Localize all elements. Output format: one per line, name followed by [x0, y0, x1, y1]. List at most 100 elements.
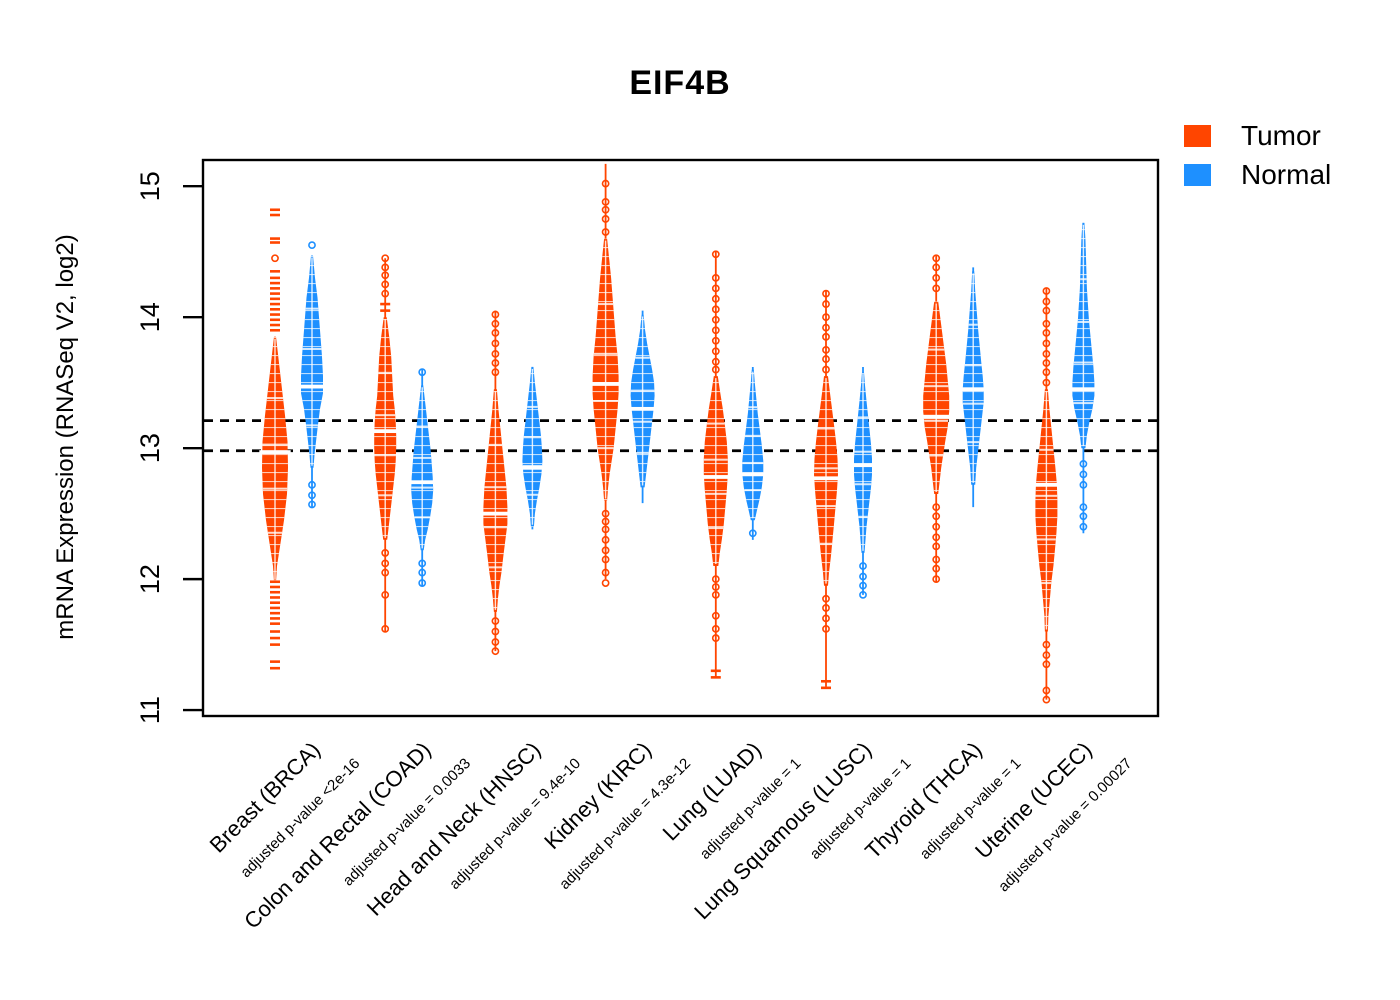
outlier-ring: [932, 542, 941, 551]
violin-group0-normal: [298, 241, 326, 509]
outlier-ring: [822, 289, 830, 298]
outlier-dash: [270, 313, 280, 316]
violin-group5-normal: [851, 366, 875, 599]
outlier-ring: [601, 535, 610, 544]
outlier-dash: [270, 323, 280, 327]
violin-group5-tumor: [811, 289, 841, 690]
outlier-ring: [418, 579, 427, 587]
outlier-ring: [932, 564, 941, 573]
outlier-ring: [381, 559, 390, 568]
outlier-ring: [491, 328, 500, 337]
outlier-ring: [1042, 319, 1051, 328]
outlier-dash: [270, 270, 280, 273]
median-line: [811, 476, 841, 481]
median-line: [959, 387, 987, 392]
outlier-ring: [711, 326, 720, 335]
outlier-ring: [491, 638, 500, 646]
outlier-ring: [711, 624, 720, 633]
outlier-ring: [418, 368, 427, 377]
outlier-ring: [932, 503, 941, 511]
median-line: [739, 472, 767, 477]
outlier-ring: [491, 647, 500, 656]
outlier-dash: [270, 318, 280, 322]
outlier-ring: [491, 617, 500, 625]
outlier-ring: [1079, 512, 1088, 521]
outlier-ring: [1079, 459, 1088, 468]
outlier-dash: [270, 213, 280, 217]
outlier-ring: [711, 611, 720, 620]
median-line: [408, 480, 436, 485]
reference-lines-layer: [204, 419, 1157, 453]
plot-box: [201, 158, 1160, 718]
outlier-ring: [711, 357, 720, 366]
outlier-ring: [1042, 686, 1051, 695]
violins-layer: [259, 163, 1098, 704]
outlier-ring: [932, 555, 941, 564]
outlier-dash: [270, 611, 280, 615]
outlier-dash: [270, 606, 280, 610]
outlier-ring: [601, 215, 610, 223]
outlier-ring: [601, 509, 610, 518]
y-tick-label: 11: [135, 696, 165, 724]
median-line: [519, 465, 545, 470]
outlier-ring: [601, 517, 610, 526]
outlier-ring: [308, 491, 316, 500]
outlier-ring: [1042, 297, 1051, 306]
outlier-ring: [601, 568, 610, 577]
legend-label-normal: Normal: [1241, 159, 1332, 190]
outlier-ring: [711, 305, 720, 314]
outlier-ring: [1042, 640, 1051, 649]
outlier-ring: [308, 500, 316, 509]
violin-group2-tumor: [480, 310, 511, 656]
outlier-dash: [270, 276, 280, 280]
outlier-dash: [380, 302, 391, 306]
median-line: [1032, 482, 1060, 487]
outlier-ring: [748, 529, 757, 538]
median-line: [700, 475, 731, 479]
tumor-swatch-icon: [1184, 125, 1211, 147]
outlier-dash: [270, 292, 280, 295]
outlier-ring: [381, 289, 390, 298]
y-tick-label: 12: [135, 564, 165, 594]
outlier-ring: [822, 604, 830, 612]
outlier-ring: [932, 284, 941, 293]
outlier-dash: [270, 590, 280, 594]
outlier-ring: [491, 368, 500, 377]
outlier-ring: [601, 579, 610, 587]
outlier-ring: [822, 594, 830, 603]
outlier-ring: [711, 575, 720, 584]
outlier-ring: [711, 294, 720, 303]
outlier-dash: [270, 287, 280, 290]
outlier-ring: [1042, 306, 1051, 315]
outlier-ring: [491, 359, 500, 367]
outlier-ring: [932, 512, 941, 521]
outlier-ring: [381, 271, 390, 280]
legend-item-normal: Normal: [1184, 159, 1331, 190]
outlier-ring: [822, 323, 830, 332]
outlier-ring: [822, 365, 830, 374]
outlier-dash: [270, 302, 280, 306]
axes-frame-layer: 11 12 13 14 15: [135, 158, 1160, 724]
outlier-ring: [1079, 480, 1088, 489]
outlier-ring: [932, 522, 941, 531]
outlier-dash: [270, 643, 280, 646]
outlier-ring: [1042, 359, 1051, 367]
violin-group6-tumor: [920, 254, 952, 584]
outlier-ring: [859, 562, 867, 570]
outlier-ring: [711, 365, 720, 374]
outlier-ring: [491, 310, 500, 319]
outlier-ring: [381, 263, 390, 272]
outlier-ring: [932, 263, 941, 272]
violin-group1-tumor: [371, 254, 400, 633]
outlier-ring: [932, 533, 941, 542]
y-tick-label: 15: [135, 171, 165, 201]
outlier-ring: [1042, 287, 1051, 295]
outlier-dash: [270, 580, 280, 584]
median-line: [851, 463, 875, 468]
outlier-ring: [711, 284, 720, 293]
outlier-ring: [1079, 503, 1088, 511]
outlier-ring: [1042, 651, 1051, 659]
outlier-ring: [822, 624, 830, 633]
outlier-ring: [711, 347, 720, 356]
